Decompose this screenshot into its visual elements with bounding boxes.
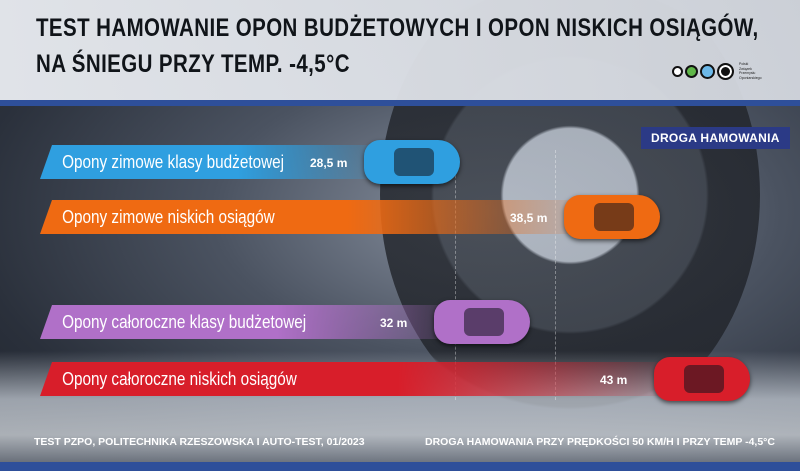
bar-label: Opony całoroczne klasy budżetowej xyxy=(62,311,307,332)
footer-note: DROGA HAMOWANIA PRZY PRĘDKOŚCI 50 KM/H I… xyxy=(425,436,775,448)
bar-label: Opony zimowe niskich osiągów xyxy=(62,206,275,227)
value-label: 28,5 m xyxy=(310,156,348,170)
car-icon xyxy=(654,357,750,401)
value-label: 32 m xyxy=(380,316,408,330)
pzpo-logo: Polski Związek Przemysłu Oponiarskiego xyxy=(672,62,762,80)
value-label: 38,5 m xyxy=(510,211,548,225)
bar-label: Opony całoroczne niskich osiągów xyxy=(62,368,297,389)
car-icon xyxy=(564,195,660,239)
title-line-1: TEST HAMOWANIE OPON BUDŻETOWYCH I OPON N… xyxy=(36,14,759,42)
bar: Opony całoroczne niskich osiągów xyxy=(40,362,690,396)
car-icon xyxy=(434,300,530,344)
header: TEST HAMOWANIE OPON BUDŻETOWYCH I OPON N… xyxy=(0,0,800,100)
value-label: 43 m xyxy=(600,373,628,387)
gridline xyxy=(555,150,556,400)
header-divider xyxy=(0,100,800,106)
bar-label: Opony zimowe klasy budżetowej xyxy=(62,151,285,172)
footer-source: TEST PZPO, POLITECHNIKA RZESZOWSKA I AUT… xyxy=(34,436,365,448)
legend-label: DROGA HAMOWANIA xyxy=(641,127,790,149)
bar: Opony zimowe niskich osiągów xyxy=(40,200,600,234)
bar: Opony całoroczne klasy budżetowej xyxy=(40,305,470,339)
logo-text: Polski Związek Przemysłu Oponiarskiego xyxy=(739,62,762,80)
title-line-2: NA ŚNIEGU PRZY TEMP. -4,5°C xyxy=(36,50,350,78)
gridline xyxy=(455,150,456,400)
car-icon xyxy=(364,140,460,184)
bottom-bar xyxy=(0,462,800,471)
bar: Opony zimowe klasy budżetowej xyxy=(40,145,400,179)
